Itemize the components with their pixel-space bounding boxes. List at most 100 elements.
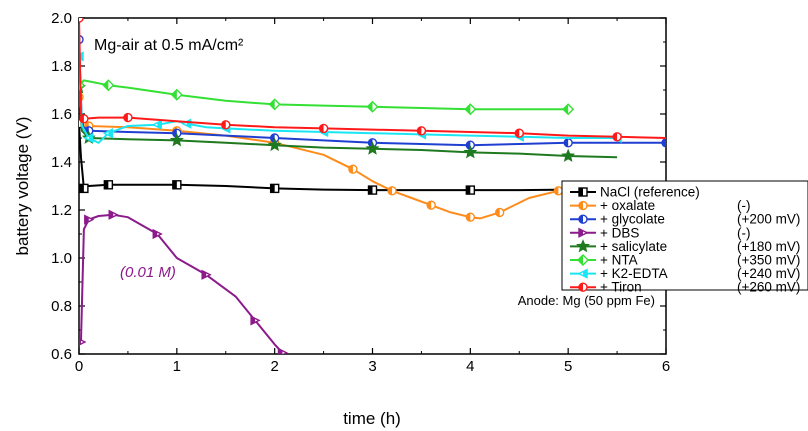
- legend-swatch-marker-half: [579, 228, 583, 237]
- legend-note: (-): [737, 225, 751, 240]
- data-point: [102, 128, 114, 139]
- data-point-half: [563, 104, 569, 115]
- legend-swatch-marker: [578, 187, 588, 197]
- data-point-half: [172, 180, 177, 189]
- data-point: [612, 132, 622, 142]
- chart-title: Mg-air at 0.5 mA/cm²: [94, 37, 244, 54]
- legend-swatch-marker-half: [579, 188, 583, 196]
- legend-label: NaCl (reference): [600, 185, 700, 200]
- data-point: [170, 88, 183, 101]
- data-point-half: [427, 201, 432, 210]
- data-point: [269, 183, 280, 194]
- series-oxalate: [79, 92, 564, 222]
- data-point: [108, 209, 119, 220]
- data-point: [465, 212, 476, 222]
- y-tick-label: 1.6: [51, 106, 72, 123]
- data-point-half: [202, 270, 207, 279]
- x-tick-label: 3: [368, 358, 376, 375]
- legend-swatch-marker-half: [578, 255, 583, 265]
- data-point: [553, 186, 564, 196]
- series-dbs: [79, 209, 289, 354]
- x-tick-label: 0: [75, 358, 83, 375]
- y-tick-label: 1.4: [51, 154, 72, 171]
- data-point: [562, 103, 575, 116]
- legend-note: (-): [737, 198, 751, 213]
- data-point: [123, 112, 133, 123]
- data-point-half: [278, 348, 283, 354]
- data-point-half: [269, 99, 275, 110]
- data-point-half: [613, 132, 618, 141]
- data-point-half: [554, 186, 559, 195]
- data-point-half: [251, 316, 256, 325]
- data-point-half: [367, 101, 373, 112]
- legend-note: (+260 mV): [737, 280, 800, 295]
- legend-swatch-marker-half: [583, 269, 587, 278]
- data-point: [365, 141, 380, 155]
- legend-label: + oxalate: [600, 198, 655, 213]
- data-point-half: [564, 138, 569, 147]
- data-point: [169, 133, 184, 147]
- data-point-half: [157, 120, 162, 129]
- data-point: [151, 119, 162, 130]
- series-nta: [79, 79, 575, 116]
- series-line-k2-edta: [79, 56, 618, 144]
- series-tiron: [79, 18, 666, 142]
- dbs-concentration-label: (0.01 M): [120, 264, 176, 281]
- data-point: [561, 148, 576, 162]
- legend-label: + Tiron: [600, 280, 642, 295]
- data-point: [79, 338, 87, 346]
- data-point-half: [466, 186, 471, 195]
- series-line-dbs: [79, 213, 284, 354]
- data-point: [172, 128, 182, 138]
- data-point-half: [495, 208, 500, 217]
- data-point: [416, 126, 427, 136]
- data-point: [221, 120, 231, 130]
- data-point-half: [662, 138, 666, 147]
- legend-note: (+240 mV): [737, 266, 800, 281]
- legend-label: + glycolate: [600, 212, 665, 227]
- legend-swatch-marker: [577, 268, 588, 279]
- data-point-half: [515, 129, 520, 138]
- data-point-half: [172, 129, 177, 138]
- data-point: [561, 148, 576, 162]
- data-point-half: [109, 210, 114, 219]
- data-point-half: [123, 113, 128, 122]
- data-point: [83, 132, 94, 144]
- data-point: [169, 133, 184, 147]
- legend-swatch-marker: [578, 214, 588, 224]
- data-point-half: [221, 120, 226, 129]
- y-tick-label: 0.6: [51, 346, 72, 363]
- data-point: [267, 137, 282, 152]
- legend-swatch-marker: [576, 239, 590, 253]
- data-point-half: [79, 184, 84, 193]
- data-point-half: [153, 230, 158, 238]
- legend-label: + NTA: [600, 253, 638, 268]
- y-tick-label: 0.8: [51, 298, 72, 315]
- data-point: [250, 315, 261, 326]
- data-point: [152, 228, 163, 240]
- legend-label: + K2-EDTA: [600, 266, 668, 281]
- series-line-tiron: [79, 18, 666, 139]
- data-point: [661, 138, 666, 148]
- legend-box: [561, 180, 808, 291]
- data-point: [277, 347, 289, 354]
- legend-swatch-marker: [578, 227, 589, 238]
- x-tick-label: 4: [466, 358, 474, 375]
- legend-swatch-marker-half: [579, 215, 583, 224]
- data-point: [84, 214, 95, 225]
- legend-label: + salicylate: [600, 239, 667, 254]
- legend-swatch-marker-half: [579, 283, 583, 292]
- x-tick-label: 5: [564, 358, 572, 375]
- x-tick-label: 6: [662, 358, 670, 375]
- data-point: [494, 207, 505, 218]
- series-line-oxalate: [79, 97, 559, 220]
- data-point: [463, 145, 478, 159]
- x-tick-label: 1: [173, 358, 181, 375]
- data-point: [103, 180, 114, 190]
- data-point: [79, 18, 84, 23]
- data-point: [367, 185, 378, 195]
- y-tick-label: 1.0: [51, 250, 72, 267]
- axis-ticks: 0 1 2 3 4 5 6 0.6 0.8 1.0 1.2 1.4 1.6 1.8 2.0: [51, 10, 670, 375]
- legend-label: + DBS: [600, 225, 639, 240]
- data-point-half: [103, 80, 109, 91]
